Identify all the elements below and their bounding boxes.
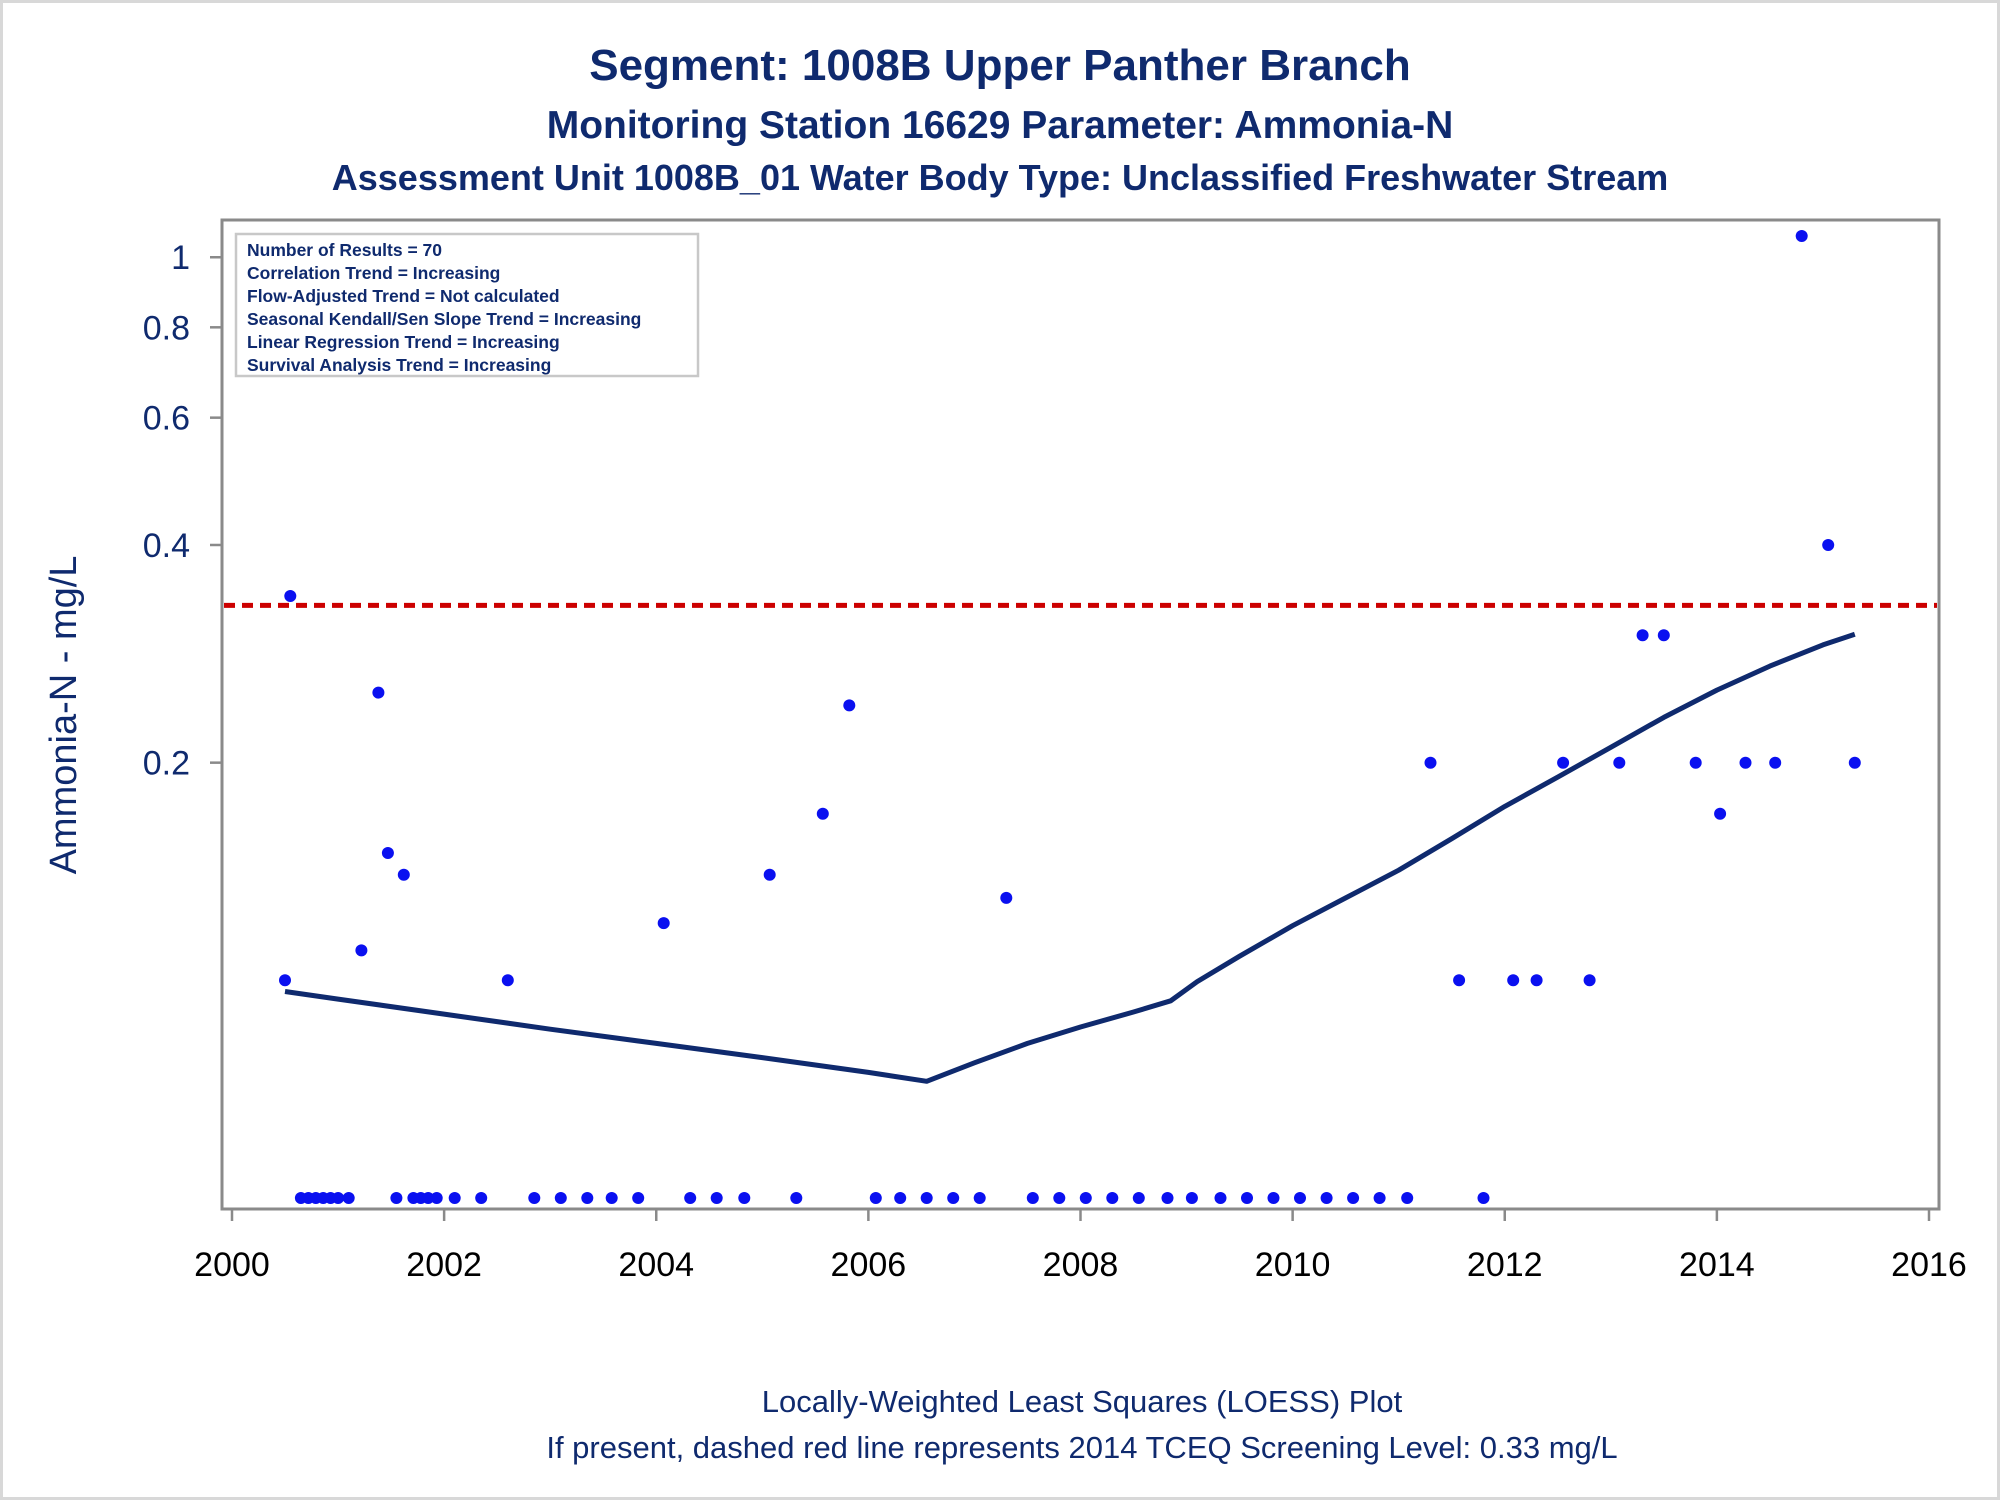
x-tick-label: 2000: [194, 1246, 270, 1284]
data-point: [1000, 891, 1013, 904]
data-point: [430, 1192, 443, 1204]
stats-line-linear-regression: Linear Regression Trend = Increasing: [247, 332, 560, 352]
data-point: [381, 847, 394, 859]
stats-line-survival: Survival Analysis Trend = Increasing: [247, 355, 551, 375]
y-tick-label: 1: [171, 239, 190, 277]
data-point: [1320, 1192, 1333, 1204]
data-point: [475, 1192, 488, 1204]
data-point: [763, 868, 776, 881]
data-point: [1161, 1192, 1174, 1204]
data-point: [1294, 1192, 1306, 1204]
x-tick-label: 2014: [1679, 1246, 1755, 1284]
data-point: [1214, 1192, 1227, 1204]
data-point: [843, 699, 856, 712]
data-point: [1507, 974, 1520, 987]
loess-curve: [284, 631, 1856, 1084]
x-tick-label: 2004: [618, 1246, 694, 1284]
x-tick-label: 2006: [831, 1246, 907, 1284]
data-point: [1477, 1192, 1490, 1204]
stats-line-results: Number of Results = 70: [247, 240, 442, 260]
x-tick-label: 2012: [1467, 1246, 1543, 1284]
stats-box: [234, 232, 700, 378]
chart-subtitle-2: Assessment Unit 1008B_01 Water Body Type…: [332, 157, 1669, 198]
data-point: [1424, 756, 1437, 769]
data-point: [632, 1192, 645, 1204]
data-point: [684, 1192, 697, 1204]
data-point: [1714, 807, 1727, 820]
data-point: [284, 590, 297, 602]
chart-subtitle: Monitoring Station 16629 Parameter: Ammo…: [547, 104, 1454, 147]
data-point: [947, 1192, 960, 1204]
data-point: [1026, 1192, 1039, 1204]
data-point: [816, 807, 829, 820]
data-point: [1132, 1192, 1145, 1204]
data-point: [1079, 1192, 1092, 1204]
data-point: [1769, 756, 1782, 769]
data-point: [448, 1192, 461, 1204]
data-point: [1401, 1192, 1414, 1204]
x-tick-label: 2002: [406, 1246, 482, 1284]
data-point: [1657, 629, 1670, 642]
data-point: [869, 1192, 882, 1204]
data-point: [710, 1192, 723, 1204]
data-point: [1583, 974, 1596, 987]
data-point: [738, 1192, 751, 1204]
data-point: [1373, 1192, 1386, 1204]
data-point: [1613, 756, 1626, 769]
chart-title: Segment: 1008B Upper Panther Branch: [589, 41, 1411, 90]
data-point: [279, 974, 291, 987]
y-tick-label: 0.4: [143, 527, 190, 565]
data-point: [1347, 1192, 1360, 1204]
data-point: [1241, 1192, 1253, 1204]
data-point: [1739, 756, 1752, 769]
data-point: [554, 1192, 567, 1204]
data-point: [1795, 230, 1808, 242]
x-axis: 2000 2002 2004 2006 2008 2010 2012 2014 2016: [194, 1209, 1967, 1284]
data-point: [501, 974, 514, 987]
data-point: [1453, 974, 1466, 987]
data-point: [1530, 974, 1543, 987]
x-tick-label: 2010: [1255, 1246, 1331, 1284]
y-axis: 0.2 0.4 0.6 0.8 1: [143, 239, 222, 783]
x-tick-label: 2008: [1043, 1246, 1119, 1284]
data-points: [279, 230, 1861, 1204]
data-point: [528, 1192, 541, 1204]
y-axis-label: Ammonia-N - mg/L: [43, 556, 85, 875]
data-point: [422, 1192, 435, 1204]
data-point: [581, 1192, 594, 1204]
footnote-method: Locally-Weighted Least Squares (LOESS) P…: [762, 1384, 1403, 1419]
data-point: [332, 1192, 345, 1204]
data-point: [1267, 1192, 1280, 1204]
footnote-screening: If present, dashed red line represents 2…: [546, 1430, 1617, 1465]
data-point: [1636, 629, 1649, 642]
data-point: [973, 1192, 986, 1204]
stats-line-flow-adjusted: Flow-Adjusted Trend = Not calculated: [247, 286, 560, 306]
x-tick-label: 2016: [1891, 1246, 1967, 1284]
data-point: [342, 1192, 355, 1204]
data-point: [397, 868, 410, 881]
data-point: [1848, 756, 1861, 769]
y-tick-label: 0.6: [143, 400, 190, 438]
data-point: [1557, 756, 1570, 769]
data-point: [372, 686, 385, 699]
data-point: [1689, 756, 1702, 769]
data-point: [355, 944, 368, 957]
data-point: [790, 1192, 803, 1204]
data-point: [657, 917, 670, 930]
data-point: [920, 1192, 933, 1204]
y-tick-label: 0.8: [143, 309, 190, 347]
data-point: [1185, 1192, 1198, 1204]
data-point: [1822, 539, 1835, 551]
stats-line-seasonal-kendall: Seasonal Kendall/Sen Slope Trend = Incre…: [247, 309, 641, 329]
data-point: [894, 1192, 907, 1204]
data-point: [1106, 1192, 1119, 1204]
data-point: [390, 1192, 403, 1204]
stats-line-correlation: Correlation Trend = Increasing: [247, 263, 500, 283]
y-tick-label: 0.2: [143, 745, 190, 783]
data-point: [605, 1192, 618, 1204]
data-point: [1053, 1192, 1066, 1204]
